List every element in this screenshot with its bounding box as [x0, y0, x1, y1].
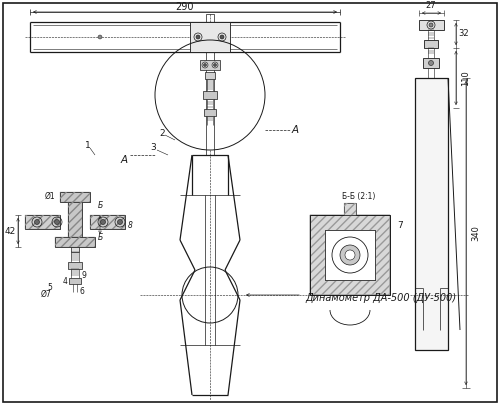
Bar: [325, 230, 375, 280]
Circle shape: [118, 220, 122, 224]
Text: 9: 9: [82, 271, 86, 279]
Text: 1: 1: [85, 141, 91, 149]
Text: A: A: [292, 125, 298, 135]
Text: Ø1: Ø1: [44, 192, 56, 200]
Circle shape: [345, 250, 355, 260]
Text: A: A: [120, 155, 128, 165]
Text: Б: Б: [98, 200, 102, 209]
Bar: [55, 237, 95, 247]
Bar: [55, 237, 95, 247]
Circle shape: [214, 64, 216, 66]
Text: 3: 3: [150, 143, 156, 153]
Bar: [419, 20, 444, 30]
Bar: [310, 215, 390, 295]
Text: Б-Б (2:1): Б-Б (2:1): [342, 192, 376, 202]
Text: 340: 340: [472, 225, 480, 241]
Bar: [90, 215, 125, 229]
Bar: [344, 203, 356, 215]
Bar: [415, 78, 448, 350]
Bar: [344, 203, 356, 215]
Bar: [71, 247, 79, 252]
Bar: [68, 262, 82, 269]
Circle shape: [220, 35, 224, 39]
Text: 5: 5: [48, 283, 52, 292]
Bar: [90, 215, 125, 229]
Text: 110: 110: [462, 70, 470, 86]
Bar: [60, 192, 90, 202]
Text: 7: 7: [397, 220, 403, 230]
Circle shape: [100, 220, 105, 224]
Bar: [25, 215, 60, 229]
Bar: [204, 109, 216, 116]
Bar: [424, 40, 438, 48]
Bar: [60, 192, 90, 202]
Bar: [200, 60, 220, 70]
Bar: [205, 72, 215, 79]
Circle shape: [34, 220, 40, 224]
Bar: [68, 202, 82, 237]
Bar: [68, 202, 82, 237]
Bar: [206, 14, 214, 22]
Text: 2: 2: [159, 128, 165, 138]
Circle shape: [196, 35, 200, 39]
Text: 4: 4: [62, 277, 68, 286]
Text: Ø7: Ø7: [40, 290, 52, 298]
Circle shape: [98, 35, 102, 39]
Text: Динамометр ДА-500 (ДУ-500): Динамометр ДА-500 (ДУ-500): [305, 293, 456, 303]
Text: 27: 27: [426, 2, 436, 11]
Text: Б: Б: [98, 234, 102, 243]
Circle shape: [204, 64, 206, 66]
Circle shape: [340, 245, 360, 265]
Text: 6: 6: [80, 288, 84, 296]
Bar: [190, 22, 230, 52]
Bar: [310, 215, 390, 295]
Bar: [25, 215, 60, 229]
Bar: [69, 278, 81, 284]
Text: 290: 290: [176, 2, 194, 12]
Circle shape: [428, 60, 434, 66]
Text: 32: 32: [458, 30, 469, 38]
Bar: [325, 230, 375, 280]
Text: 42: 42: [4, 226, 16, 235]
Circle shape: [429, 23, 433, 27]
Bar: [203, 91, 217, 99]
Bar: [310, 215, 390, 295]
Text: 8: 8: [128, 220, 132, 230]
Circle shape: [54, 220, 60, 224]
Circle shape: [332, 237, 368, 273]
Bar: [423, 58, 439, 68]
